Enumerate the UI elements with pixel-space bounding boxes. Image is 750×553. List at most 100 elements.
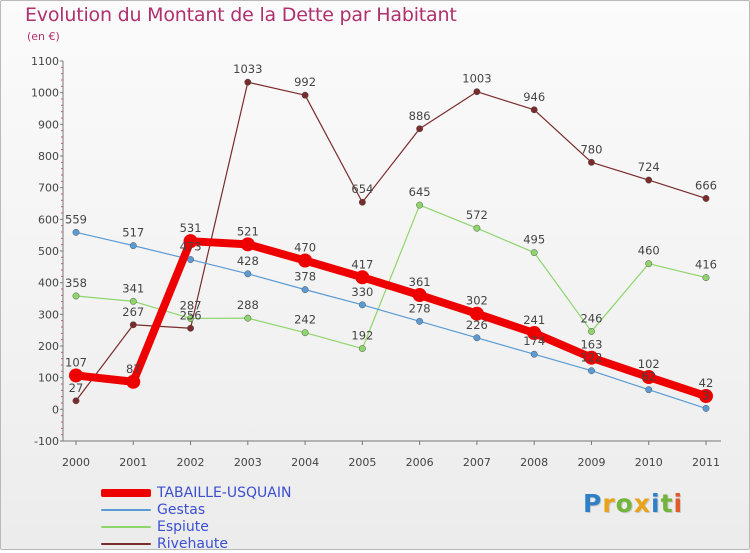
series-line-espiute [75,204,707,350]
brand-letter: x [633,489,651,518]
data-label-gestas: 428 [237,254,259,268]
data-point-rivehaute [588,158,595,166]
legend-swatch-gestas [101,509,151,511]
data-label-tabaille-usquain: 87 [126,362,141,376]
data-point-tabaille-usquain [126,374,141,389]
data-label-tabaille-usquain: 302 [466,294,488,308]
x-tick-label: 2009 [577,456,605,469]
data-label-gestas: 473 [180,240,202,254]
data-label-espiute: 572 [466,208,488,222]
data-label-rivehaute: 992 [294,75,316,89]
data-label-espiute: 242 [294,313,316,327]
y-tick-label: 800 [38,150,59,163]
series-line-gestas [75,231,707,409]
data-point-espiute [416,201,424,209]
y-tick-label: -100 [34,435,59,448]
data-label-rivehaute: 27 [69,381,84,395]
data-point-tabaille-usquain [183,234,198,249]
data-label-tabaille-usquain: 241 [523,313,545,327]
data-label-espiute: 192 [351,329,373,343]
data-label-tabaille-usquain: 42 [699,376,714,390]
data-point-rivehaute [187,324,194,332]
data-point-tabaille-usquain [355,270,370,285]
data-point-espiute [301,329,309,337]
data-point-tabaille-usquain [469,306,484,321]
data-label-espiute: 246 [580,311,602,325]
data-point-gestas [301,286,309,294]
data-label-espiute: 495 [523,233,545,247]
series-line-tabaille-usquain [72,237,710,401]
data-label-tabaille-usquain: 361 [409,275,431,289]
data-label-espiute: 341 [122,281,144,295]
chart-title: Evolution du Montant de la Dette par Hab… [25,4,457,26]
data-point-rivehaute [129,321,137,329]
y-tick-label: 100 [38,372,59,385]
data-point-espiute [473,224,481,232]
legend-swatch-espiute [101,526,151,528]
data-label-gestas: 174 [523,334,545,348]
y-tick-label: 1100 [31,55,59,68]
data-point-tabaille-usquain [641,370,656,385]
data-label-gestas: 122 [580,351,602,365]
data-label-rivehaute: 724 [638,160,660,174]
x-tick-label: 2001 [119,456,147,469]
data-point-gestas [702,404,710,412]
data-point-espiute [244,314,252,322]
data-point-tabaille-usquain [699,389,713,404]
data-label-gestas: 330 [351,285,373,299]
data-point-tabaille-usquain [240,237,255,252]
data-point-rivehaute [301,91,309,99]
data-point-gestas [645,386,653,394]
data-point-rivehaute [530,106,538,114]
y-tick-label: 1000 [31,87,59,100]
data-point-tabaille-usquain [298,253,313,268]
data-point-gestas [72,228,80,236]
y-tick-label: 700 [38,182,59,195]
x-tick-label: 2008 [520,456,548,469]
data-label-espiute: 358 [65,276,87,290]
data-label-rivehaute: 780 [580,142,602,156]
data-point-tabaille-usquain [412,288,427,303]
legend-label-tabaille-usquain: TABAILLE-USQUAIN [157,485,292,501]
data-label-rivehaute: 654 [351,182,373,196]
data-label-gestas: 226 [466,318,488,332]
brand-letter: r [602,489,616,518]
y-tick-label: 400 [38,277,59,290]
data-label-gestas: 517 [122,226,144,240]
data-point-espiute [702,274,710,282]
data-label-espiute: 288 [237,298,259,312]
data-point-rivehaute [473,88,481,96]
y-tick-label: 300 [38,308,59,321]
data-label-rivehaute: 666 [695,178,717,192]
data-point-tabaille-usquain [584,350,599,365]
legend-label-rivehaute: Rivehaute [157,536,228,552]
y-tick-label: 500 [38,245,59,258]
legend-label-espiute: Espiute [157,519,209,535]
data-point-espiute [358,345,366,352]
legend-swatch-tabaille-usquain [101,489,151,497]
data-label-espiute: 287 [180,298,202,312]
data-point-espiute [530,249,538,257]
data-label-gestas: 62 [641,370,656,384]
data-point-tabaille-usquain [527,326,542,341]
data-label-gestas: 278 [409,301,431,315]
x-tick-label: 2011 [692,456,720,469]
data-label-rivehaute: 1003 [462,72,491,86]
data-point-rivehaute [358,198,366,206]
data-point-gestas [588,367,595,375]
x-tick-label: 2005 [348,456,376,469]
x-tick-label: 2004 [291,456,319,469]
brand-letter: P [583,489,603,518]
x-tick-label: 2006 [406,456,434,469]
data-label-tabaille-usquain: 531 [180,221,202,235]
brand-letter: t [660,489,674,518]
data-point-gestas [416,317,424,325]
data-label-rivehaute: 886 [409,109,431,123]
data-point-espiute [72,292,80,300]
data-label-espiute: 416 [695,258,717,272]
data-point-espiute [588,327,595,335]
x-tick-label: 2002 [177,456,205,469]
data-point-rivehaute [416,125,424,133]
